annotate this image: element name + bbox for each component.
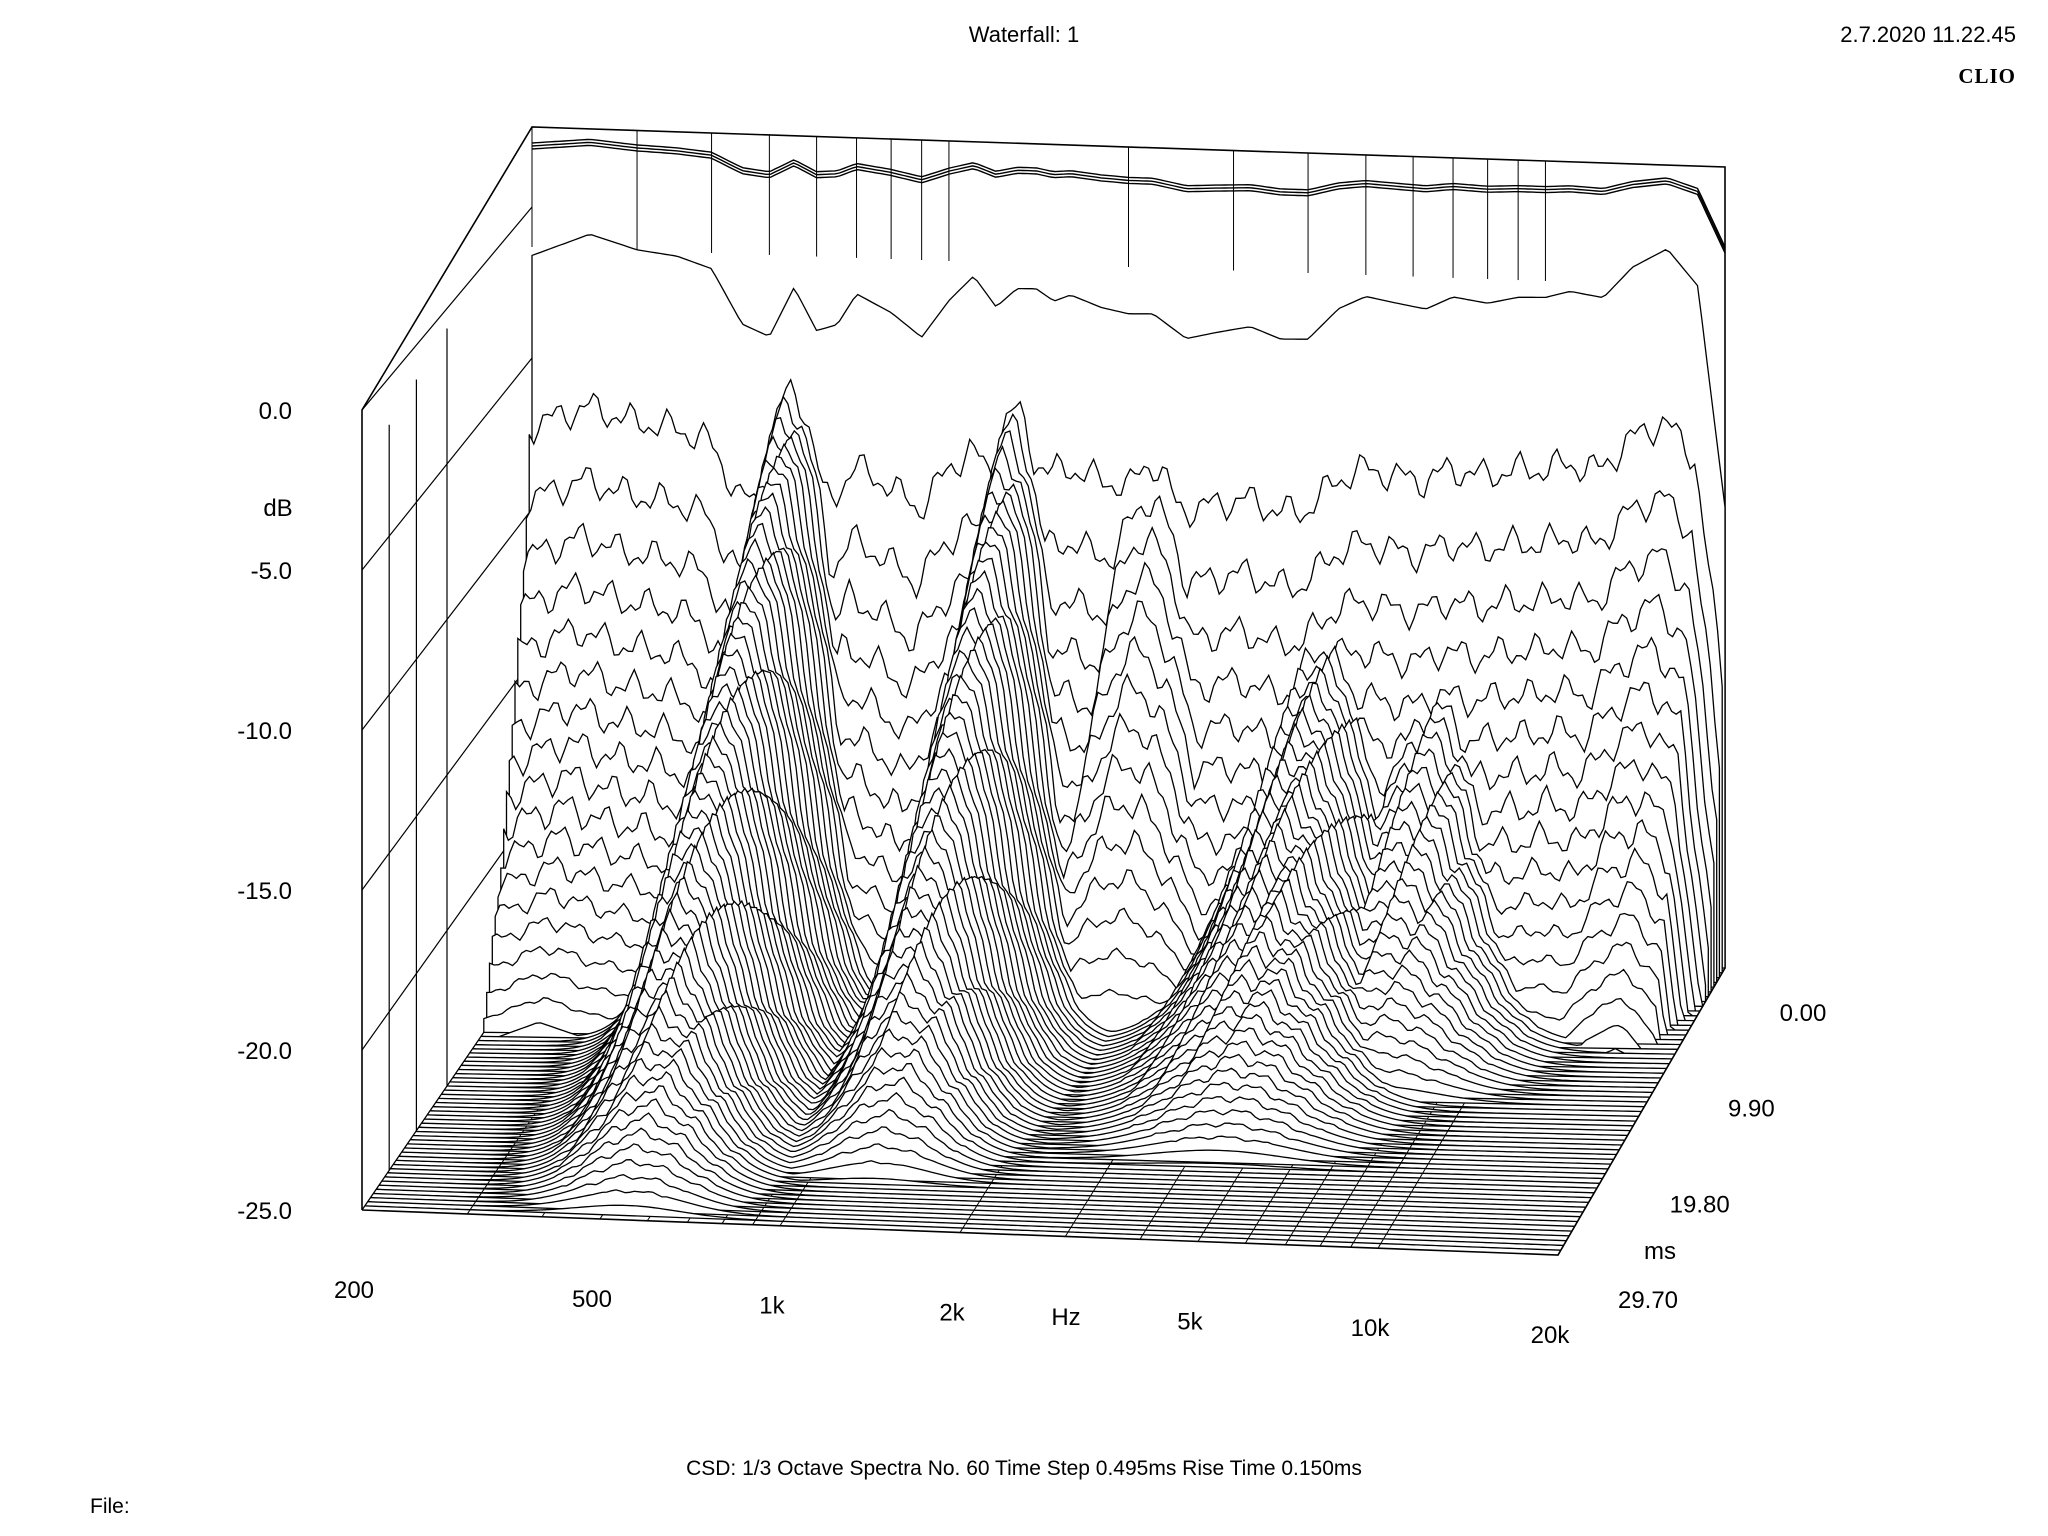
spectrum-slice bbox=[376, 1143, 1572, 1232]
spectrum-slice bbox=[370, 1174, 1567, 1242]
x-tick-label: 200 bbox=[334, 1277, 374, 1304]
response-curve-line bbox=[531, 138, 1726, 248]
response-curve-line bbox=[531, 144, 1726, 254]
axis-labels: 0.0 -5.0 -10.0 -15.0 -20.0 -25.0 dB 200 500 1k 2k 5… bbox=[237, 398, 1826, 1349]
wall-gridline bbox=[361, 206, 533, 411]
y-tick-label: 0.0 bbox=[259, 398, 292, 425]
y-tick-label: -10.0 bbox=[237, 718, 292, 745]
y-tick-label: -15.0 bbox=[237, 878, 292, 905]
x-tick-label: 5k bbox=[1177, 1308, 1203, 1335]
x-tick-label: 500 bbox=[572, 1286, 612, 1313]
z-tick-label: 0.00 bbox=[1780, 1000, 1827, 1027]
spectrum-slice bbox=[378, 1127, 1575, 1227]
response-curve bbox=[531, 138, 1726, 254]
z-tick-label: 9.90 bbox=[1728, 1096, 1775, 1123]
x-tick-label: 1k bbox=[759, 1293, 785, 1320]
y-tick-label: -5.0 bbox=[251, 558, 292, 585]
chart-title: Waterfall: 1 bbox=[968, 22, 1080, 47]
x-tick-label: 2k bbox=[939, 1300, 965, 1327]
x-tick-label: 10k bbox=[1351, 1315, 1391, 1342]
spectrum-slice bbox=[364, 1204, 1561, 1251]
brand-logo: CLIO bbox=[1958, 64, 2016, 88]
z-tick-label: 29.70 bbox=[1618, 1287, 1678, 1314]
z-axis-label: ms bbox=[1644, 1238, 1676, 1265]
response-curve-line bbox=[531, 141, 1726, 251]
y-tick-label: -25.0 bbox=[237, 1198, 292, 1225]
y-axis-label: dB bbox=[263, 495, 292, 522]
file-label: File: bbox=[90, 1495, 130, 1518]
measurement-info: CSD: 1/3 Octave Spectra No. 60 Time Step… bbox=[686, 1457, 1362, 1480]
spectrum-slice bbox=[367, 1189, 1564, 1247]
spectra-series bbox=[364, 234, 1726, 1251]
y-tick-label: -20.0 bbox=[237, 1038, 292, 1065]
x-tick-label: 20k bbox=[1531, 1322, 1571, 1349]
timestamp: 2.7.2020 11.22.45 bbox=[1840, 22, 2016, 47]
x-axis-label: Hz bbox=[1051, 1304, 1080, 1331]
z-tick-label: 19.80 bbox=[1670, 1191, 1730, 1218]
spectrum-slice bbox=[381, 1112, 1578, 1223]
spectrum-slice bbox=[373, 1159, 1570, 1237]
spectrum-slice bbox=[384, 1098, 1581, 1218]
